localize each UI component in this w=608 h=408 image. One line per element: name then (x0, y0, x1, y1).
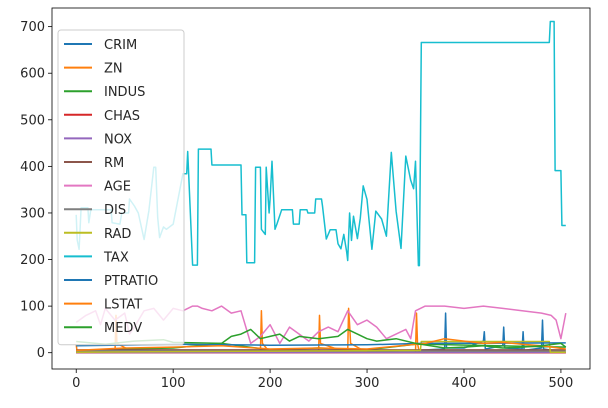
series-line-medv (76, 328, 567, 349)
legend-label-age: AGE (104, 180, 131, 195)
legend-label-rad: RAD (104, 227, 131, 242)
x-tick-label: 0 (72, 376, 80, 391)
y-axis: 0 100 200 300 400 500 600 700 (20, 20, 52, 361)
legend-label-zn: ZN (104, 62, 123, 77)
y-tick-label: 0 (37, 346, 45, 361)
series-layer (75, 20, 567, 354)
legend-label-rm: RM (104, 156, 124, 171)
y-tick-label: 600 (20, 67, 45, 82)
x-tick-label: 400 (452, 376, 477, 391)
x-tick-label: 100 (161, 376, 186, 391)
legend-label-tax: TAX (103, 250, 129, 265)
legend: CRIM ZN INDUS CHAS NOX RM AGE DIS RAD TAX PTRATIO L… (57, 29, 185, 346)
y-tick-label: 700 (20, 20, 45, 35)
x-axis: 0 100 200 300 400 500 (72, 369, 573, 391)
series-line-rad (76, 340, 566, 353)
legend-label-ptratio: PTRATIO (104, 274, 158, 289)
legend-label-lstat: LSTAT (104, 298, 142, 313)
y-tick-label: 100 (20, 300, 45, 315)
series-line-lstat (76, 337, 566, 352)
y-tick-label: 500 (20, 113, 45, 128)
legend-box (57, 29, 185, 346)
legend-label-chas: CHAS (104, 109, 140, 124)
x-tick-label: 500 (549, 376, 574, 391)
y-tick-label: 400 (20, 160, 45, 175)
x-tick-label: 200 (258, 376, 283, 391)
legend-label-dis: DIS (104, 203, 126, 218)
legend-label-medv: MEDV (104, 321, 142, 336)
y-tick-label: 300 (20, 206, 45, 221)
x-tick-label: 300 (355, 376, 380, 391)
legend-label-indus: INDUS (104, 85, 145, 100)
y-tick-label: 200 (20, 253, 45, 268)
plot-frame (51, 7, 591, 370)
legend-label-crim: CRIM (104, 38, 137, 53)
legend-label-nox: NOX (104, 132, 132, 147)
